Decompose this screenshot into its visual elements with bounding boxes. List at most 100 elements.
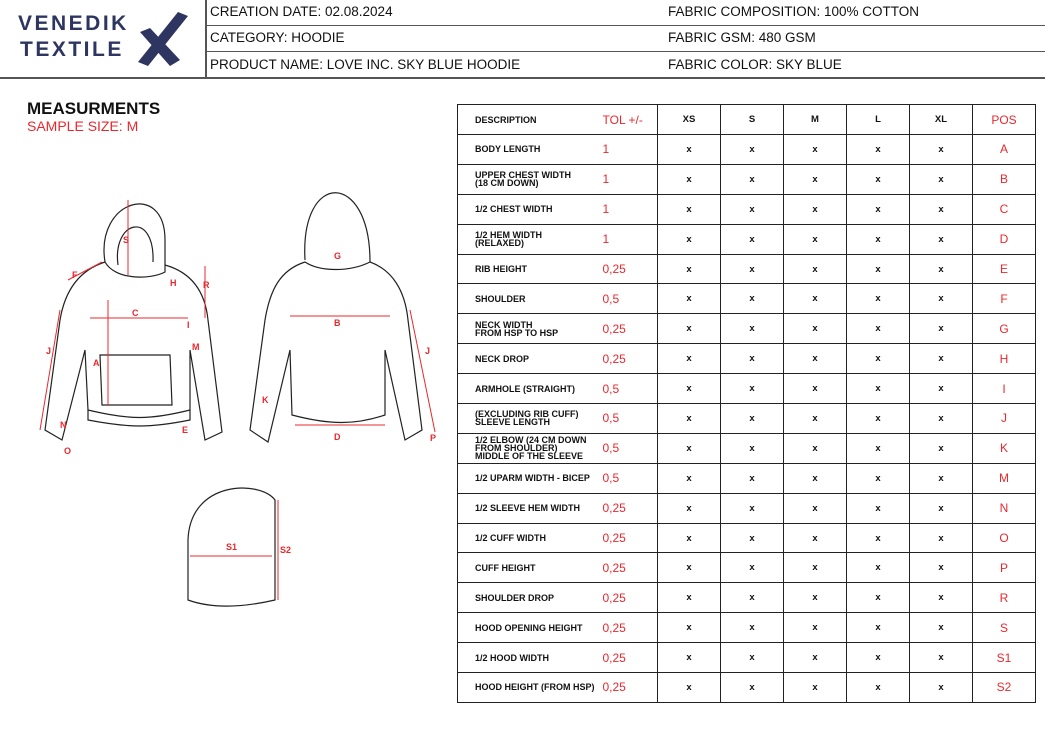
size-value-cell: x — [720, 223, 784, 255]
size-value-cell: x — [846, 343, 910, 375]
size-value-cell: x — [783, 462, 847, 494]
description-cell: HOOD OPENING HEIGHT — [457, 612, 603, 644]
size-value-cell: x — [783, 134, 847, 165]
size-value-cell: x — [657, 672, 721, 703]
size-value-cell: x — [846, 522, 910, 554]
size-value-cell: x — [846, 492, 910, 524]
column-header: M — [783, 104, 847, 135]
size-value-cell: x — [909, 403, 973, 434]
measurement-table: DESCRIPTION TOL +/- XS S M L XL POS BODY LENGTH 1… — [457, 104, 1036, 703]
position-cell: J — [972, 403, 1036, 434]
size-value-cell: x — [720, 403, 784, 434]
tolerance-cell: 0,5 — [602, 283, 658, 315]
size-value-cell: x — [783, 373, 847, 405]
table-row: CUFF HEIGHT 0,25 x x x x x P — [457, 552, 1036, 584]
label-g: G — [334, 251, 341, 261]
position-cell: O — [972, 522, 1036, 554]
column-header: TOL +/- — [602, 104, 658, 135]
position-cell: G — [972, 313, 1036, 345]
position-cell: K — [972, 432, 1036, 464]
size-value-cell: x — [783, 313, 847, 345]
size-value-cell: x — [657, 283, 721, 315]
size-value-cell: x — [657, 253, 721, 285]
label-i: I — [187, 320, 190, 330]
size-value-cell: x — [657, 193, 721, 225]
position-cell: M — [972, 462, 1036, 494]
tolerance-cell: 0,25 — [602, 642, 658, 674]
position-cell: S1 — [972, 642, 1036, 674]
size-value-cell: x — [909, 253, 973, 285]
description-cell: NECK WIDTH FROM HSP TO HSP — [457, 313, 603, 345]
tolerance-cell: 0,5 — [602, 462, 658, 494]
size-value-cell: x — [846, 552, 910, 584]
fabric-gsm: FABRIC GSM: 480 GSM — [668, 30, 816, 45]
size-value-cell: x — [657, 134, 721, 165]
size-value-cell: x — [657, 612, 721, 644]
column-header: XS — [657, 104, 721, 135]
size-value-cell: x — [783, 403, 847, 434]
size-value-cell: x — [783, 492, 847, 524]
tolerance-cell: 0,25 — [602, 253, 658, 285]
front-body — [44, 261, 223, 441]
tolerance-cell: 0,5 — [602, 403, 658, 434]
tolerance-cell: 0,5 — [602, 432, 658, 464]
column-header: DESCRIPTION — [457, 104, 603, 135]
description-cell: SHOULDER — [457, 283, 603, 315]
position-cell: H — [972, 343, 1036, 375]
category: CATEGORY: HOODIE — [210, 30, 345, 45]
size-value-cell: x — [657, 163, 721, 195]
position-cell: C — [972, 193, 1036, 225]
header: VENEDIK TEXTILE CREATION DATE: 02.08.202… — [0, 0, 1045, 79]
size-value-cell: x — [909, 612, 973, 644]
position-cell: P — [972, 552, 1036, 584]
size-value-cell: x — [846, 612, 910, 644]
size-value-cell: x — [657, 432, 721, 464]
position-cell: D — [972, 223, 1036, 255]
label-s2: S2 — [280, 545, 291, 555]
size-value-cell: x — [846, 313, 910, 345]
back-hood — [304, 192, 371, 263]
size-value-cell: x — [846, 403, 910, 434]
label-a: A — [93, 358, 100, 368]
column-header: POS — [972, 104, 1036, 135]
size-value-cell: x — [909, 343, 973, 375]
size-value-cell: x — [783, 432, 847, 464]
position-cell: N — [972, 492, 1036, 524]
description-cell: 1/2 SLEEVE HEM WIDTH — [457, 492, 603, 524]
size-value-cell: x — [720, 283, 784, 315]
column-header: S — [720, 104, 784, 135]
size-value-cell: x — [657, 223, 721, 255]
size-value-cell: x — [846, 582, 910, 614]
section-title: MEASURMENTS — [27, 99, 161, 118]
size-value-cell: x — [846, 163, 910, 195]
column-header: L — [846, 104, 910, 135]
table-row: UPPER CHEST WIDTH (18 CM DOWN) 1 x x x x x B — [457, 163, 1036, 195]
description-cell: 1/2 CHEST WIDTH — [457, 193, 603, 225]
size-value-cell: x — [720, 462, 784, 494]
size-value-cell: x — [846, 462, 910, 494]
size-value-cell: x — [909, 552, 973, 584]
description-cell: BODY LENGTH — [457, 134, 603, 165]
label-e: E — [182, 425, 188, 435]
logo-x-mark — [138, 12, 188, 66]
size-value-cell: x — [909, 462, 973, 494]
label-d: D — [334, 432, 341, 442]
back-body — [249, 261, 423, 443]
tolerance-cell: 1 — [602, 134, 658, 165]
size-value-cell: x — [720, 313, 784, 345]
size-value-cell: x — [657, 642, 721, 674]
tolerance-cell: 0,25 — [602, 672, 658, 703]
size-value-cell: x — [720, 373, 784, 405]
size-value-cell: x — [720, 612, 784, 644]
size-value-cell: x — [783, 672, 847, 703]
table-row: NECK WIDTH FROM HSP TO HSP 0,25 x x x x x G — [457, 313, 1036, 345]
size-value-cell: x — [657, 373, 721, 405]
fabric-color: FABRIC COLOR: SKY BLUE — [668, 57, 842, 72]
position-cell: F — [972, 283, 1036, 315]
tolerance-cell: 1 — [602, 163, 658, 195]
position-cell: R — [972, 582, 1036, 614]
size-value-cell: x — [909, 642, 973, 674]
description-cell: 1/2 HOOD WIDTH — [457, 642, 603, 674]
size-value-cell: x — [720, 134, 784, 165]
size-value-cell: x — [720, 552, 784, 584]
